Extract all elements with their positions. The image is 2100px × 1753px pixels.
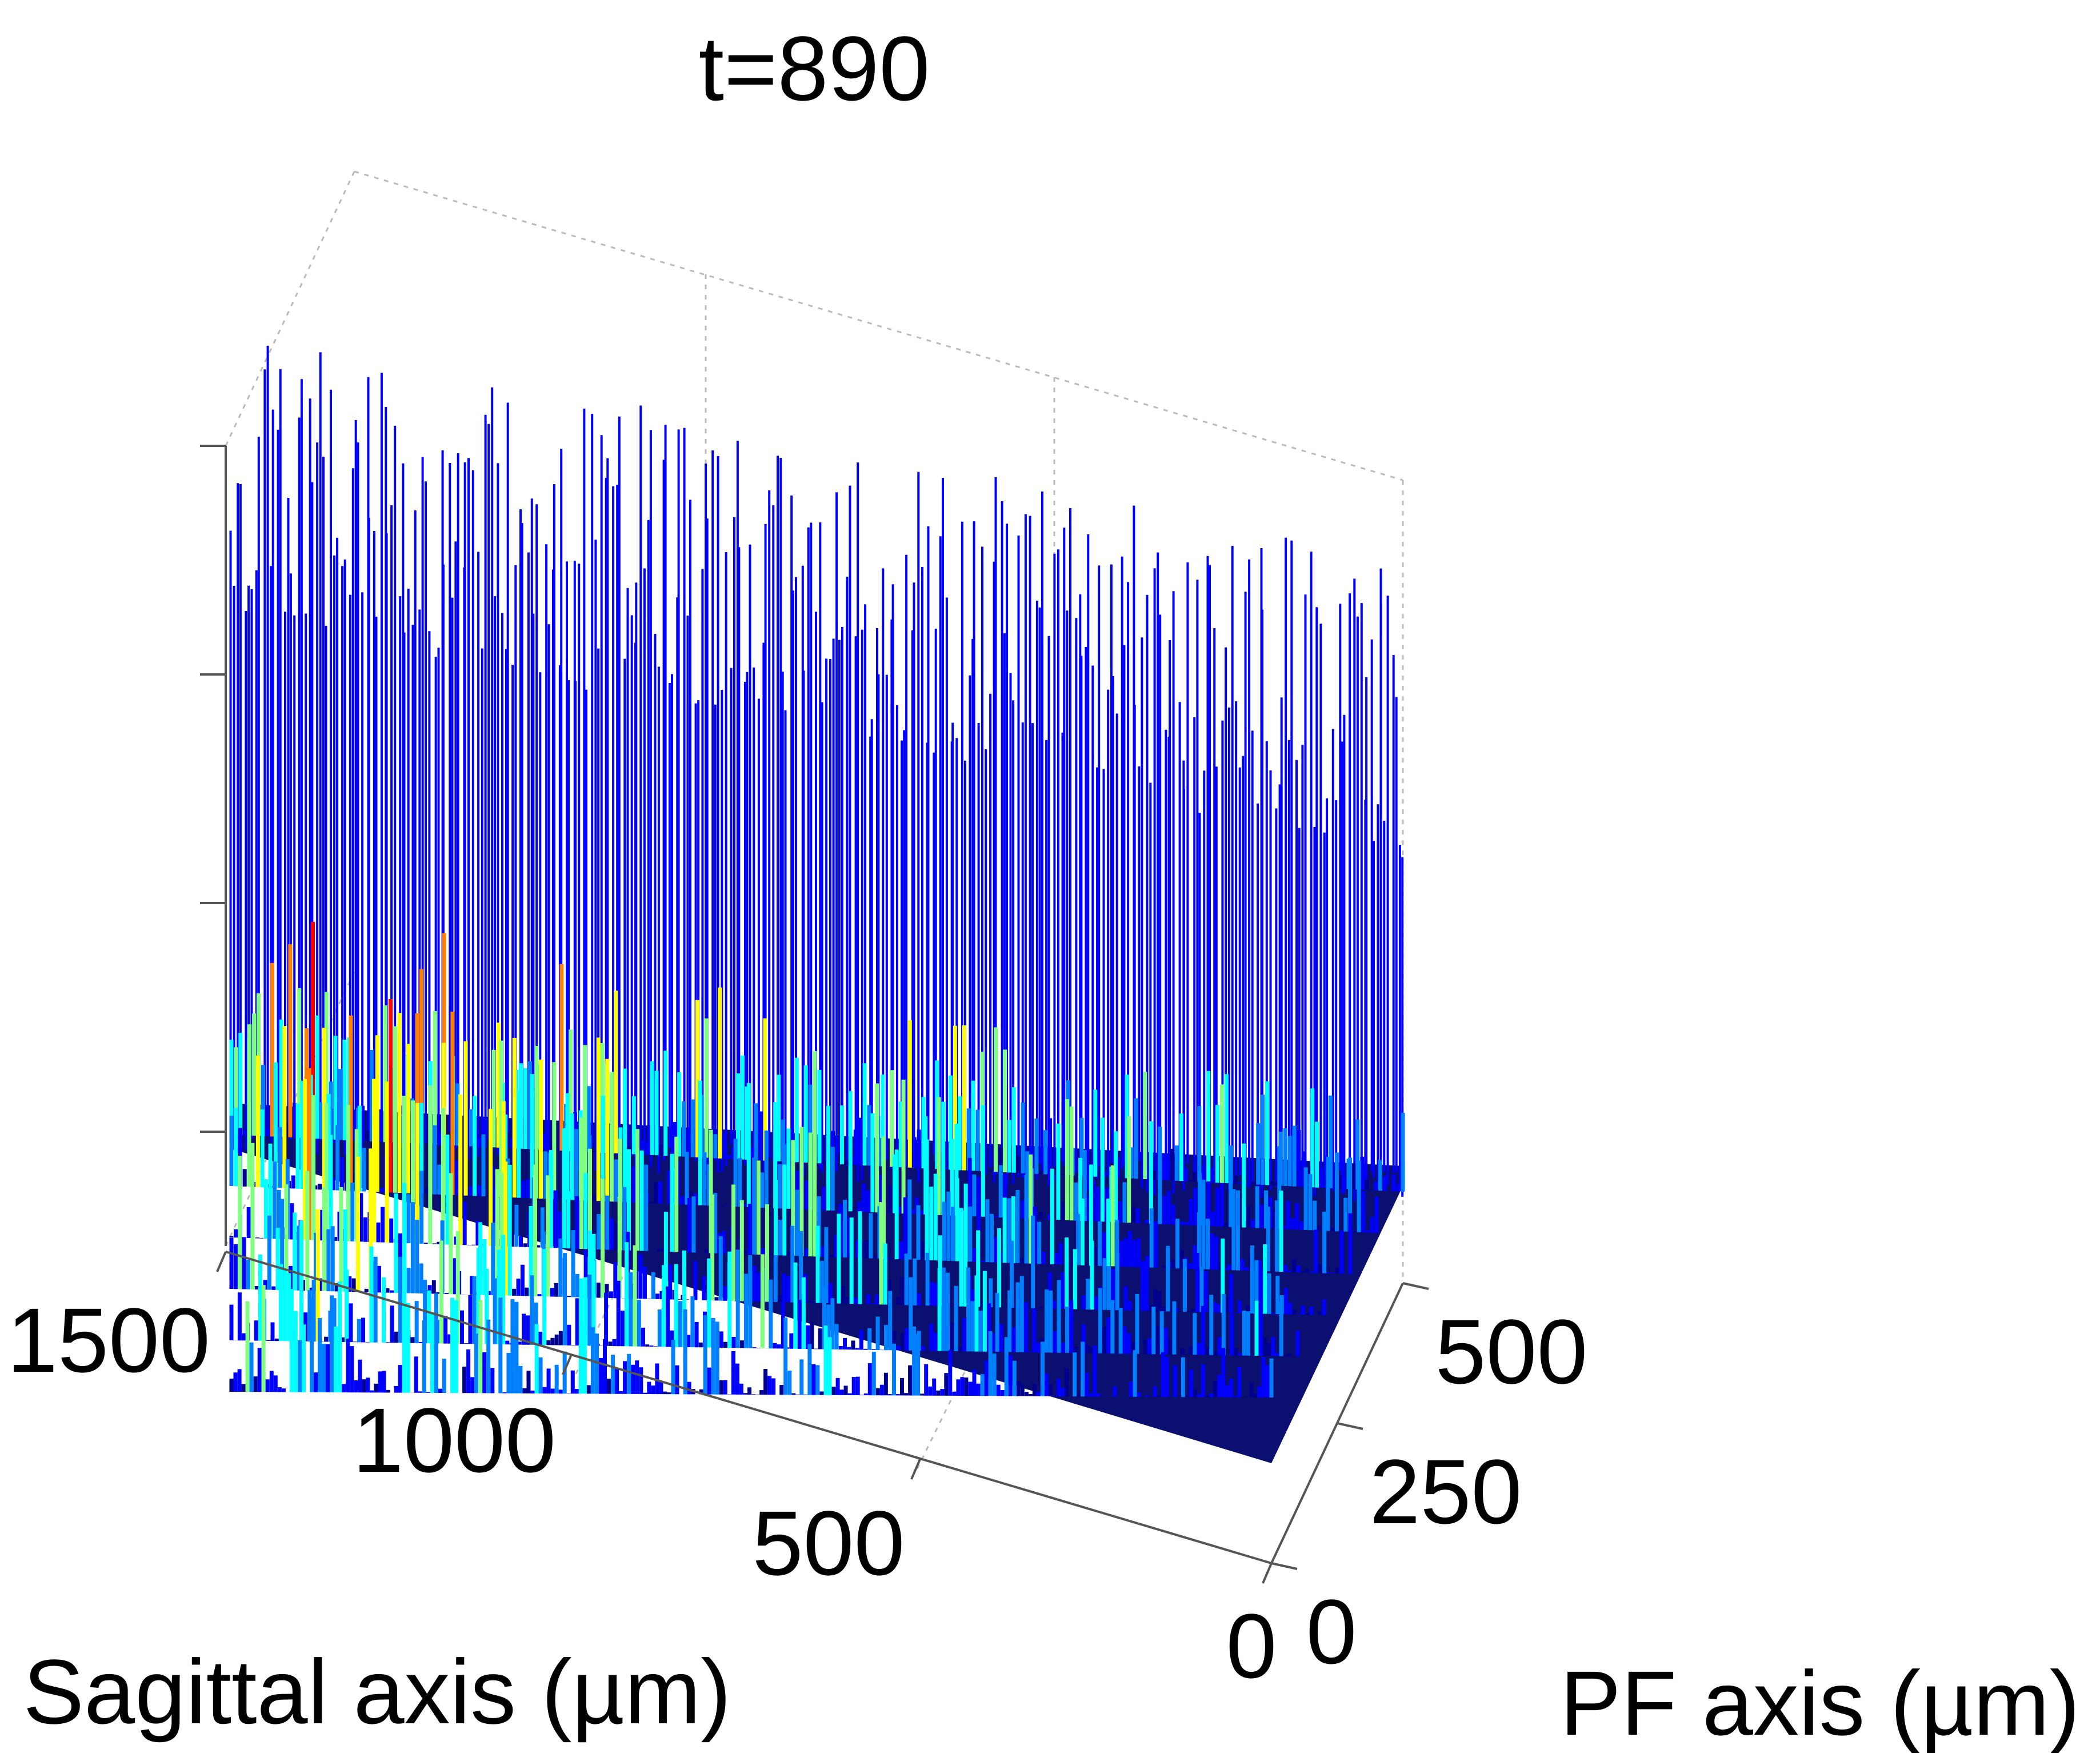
y-tick xyxy=(1271,1562,1298,1570)
y-tick xyxy=(1337,1422,1363,1430)
y-tick xyxy=(1402,1282,1429,1290)
x-tick xyxy=(216,1251,227,1272)
x-tick xyxy=(1262,1563,1273,1584)
x-axis-line xyxy=(225,1251,1272,1564)
x-tick-label: 0 xyxy=(1226,1595,1277,1697)
z-axis xyxy=(200,445,227,1246)
y-axis-label: PF axis (µm) xyxy=(1560,1652,2080,1753)
grid-line xyxy=(225,171,355,446)
y-tick-label: 500 xyxy=(1435,1300,1588,1403)
grid-line xyxy=(916,1183,1058,1470)
x-tick-label: 500 xyxy=(753,1492,905,1594)
x-tick xyxy=(562,1354,573,1375)
x-tick-label: 1500 xyxy=(7,1289,210,1391)
y-tick-label: 0 xyxy=(1306,1580,1357,1683)
surface-spikes xyxy=(229,345,1405,1463)
x-axis-label: Sagittal axis (µm) xyxy=(23,1640,731,1743)
chart-title: t=890 xyxy=(699,17,930,119)
x-tick-label: 1000 xyxy=(353,1389,556,1491)
grid-line xyxy=(354,170,1403,481)
axes-front xyxy=(216,1251,1429,1584)
y-tick-label: 250 xyxy=(1370,1440,1522,1543)
x-tick xyxy=(910,1459,921,1480)
